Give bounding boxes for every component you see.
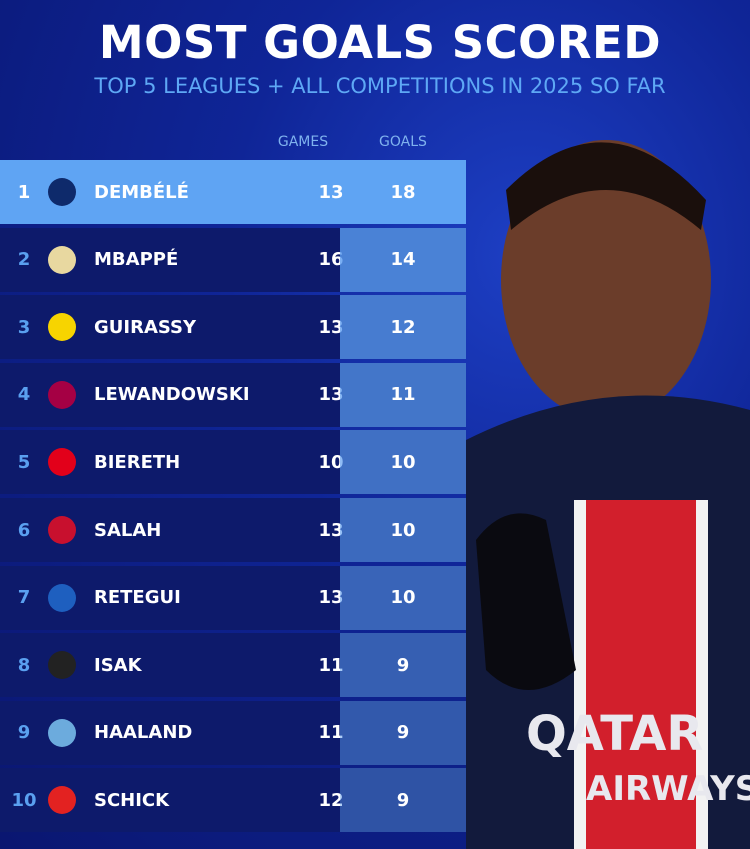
rank: 5 xyxy=(17,451,31,473)
games-value: 13 xyxy=(318,181,344,203)
player-name: GUIRASSY xyxy=(94,316,197,338)
player-name: DEMBÉLÉ xyxy=(94,181,189,203)
goals-value: 12 xyxy=(340,295,466,360)
goals-value: 10 xyxy=(340,498,466,562)
player-name: SCHICK xyxy=(94,789,170,811)
player-name: RETEGUI xyxy=(94,587,181,609)
goals-value: 10 xyxy=(340,565,466,630)
table-row: 9 HAALAND 11 9 xyxy=(0,700,466,765)
rank: 4 xyxy=(17,384,31,406)
games-value: 11 xyxy=(318,722,344,744)
leverkusen-crest-icon xyxy=(48,786,76,815)
player-name: BIERETH xyxy=(94,451,181,473)
goals-value: 10 xyxy=(340,430,466,495)
liverpool-crest-icon xyxy=(48,516,76,544)
games-value: 11 xyxy=(318,654,344,676)
rank: 2 xyxy=(17,249,31,271)
man-city-crest-icon xyxy=(48,718,76,747)
rank: 7 xyxy=(17,587,31,609)
goals-value: 9 xyxy=(340,700,466,765)
rank: 3 xyxy=(17,316,31,338)
player-name: LEWANDOWSKI xyxy=(94,384,250,406)
player-name: MBAPPÉ xyxy=(94,249,179,271)
table-row: 10 SCHICK 12 9 xyxy=(0,768,466,833)
rank: 10 xyxy=(11,789,37,811)
rank: 8 xyxy=(17,654,31,676)
goals-value: 14 xyxy=(340,227,466,292)
psg-crest-icon xyxy=(48,178,76,206)
barcelona-crest-icon xyxy=(48,380,76,409)
goals-value: 9 xyxy=(340,768,466,833)
goals-header: GOALS xyxy=(379,134,427,150)
games-value: 12 xyxy=(318,789,344,811)
goals-value: 18 xyxy=(390,181,416,203)
games-value: 13 xyxy=(318,316,344,338)
table-row: 6 SALAH 13 10 xyxy=(0,498,466,562)
games-value: 13 xyxy=(318,587,344,609)
page-title: MOST GOALS SCORED xyxy=(98,16,662,69)
player-name: HAALAND xyxy=(94,722,193,744)
monaco-crest-icon xyxy=(48,448,76,477)
svg-text:AIRWAYS: AIRWAYS xyxy=(586,769,750,809)
table-row: 8 ISAK 11 9 xyxy=(0,633,466,698)
table-row: 1 DEMBÉLÉ 13 18 xyxy=(0,160,466,224)
table-row: 7 RETEGUI 13 10 xyxy=(0,565,466,630)
goals-value: 11 xyxy=(340,362,466,427)
games-value: 16 xyxy=(318,249,344,271)
player-name: ISAK xyxy=(94,654,142,676)
goals-value: 9 xyxy=(340,633,466,698)
newcastle-crest-icon xyxy=(48,651,76,680)
real-madrid-crest-icon xyxy=(48,245,76,274)
games-value: 13 xyxy=(318,384,344,406)
dortmund-crest-icon xyxy=(48,313,76,342)
rank: 6 xyxy=(17,519,31,541)
atalanta-crest-icon xyxy=(48,583,76,612)
rank: 9 xyxy=(17,722,31,744)
games-header: GAMES xyxy=(277,134,329,150)
table-row: 4 LEWANDOWSKI 13 11 xyxy=(0,362,466,427)
table-row: 3 GUIRASSY 13 12 xyxy=(0,295,466,360)
player-name: SALAH xyxy=(94,519,162,541)
player-photo: QATAR AIRWAYS xyxy=(466,140,750,849)
table-row: 5 BIERETH 10 10 xyxy=(0,430,466,495)
games-value: 10 xyxy=(318,451,344,473)
svg-text:QATAR: QATAR xyxy=(526,706,703,762)
rank: 1 xyxy=(17,181,31,203)
table-row: 2 MBAPPÉ 16 14 xyxy=(0,227,466,292)
subtitle: TOP 5 LEAGUES + ALL COMPETITIONS IN 2025… xyxy=(94,74,666,98)
games-value: 13 xyxy=(318,519,344,541)
